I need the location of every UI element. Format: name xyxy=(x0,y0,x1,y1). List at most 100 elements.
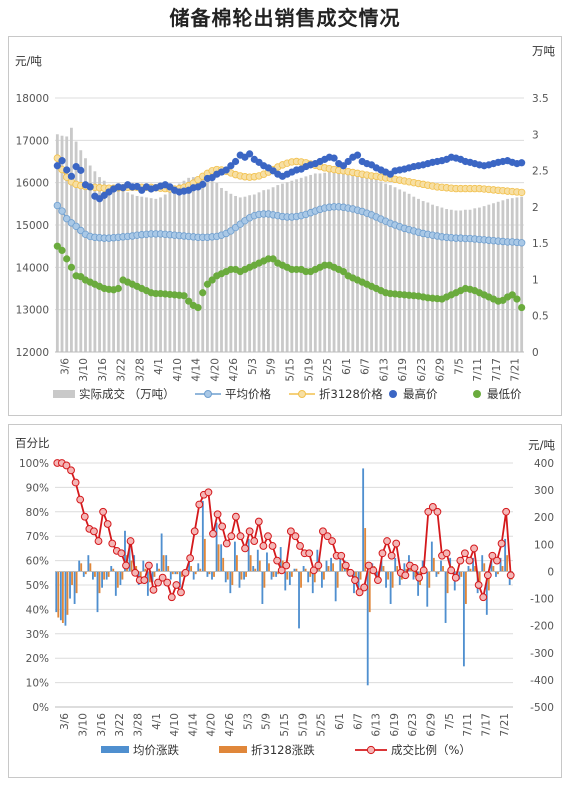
volume-bar xyxy=(313,173,317,352)
right-tick-label: 1 xyxy=(532,274,539,286)
p3128-change-bar xyxy=(465,571,467,604)
ratio-point xyxy=(369,566,378,575)
x-tick-label: 6/13 xyxy=(371,713,383,737)
volume-bar xyxy=(304,176,308,352)
p3128-change-bar xyxy=(89,563,92,572)
legend-label: 折3128价格 xyxy=(319,387,383,401)
ratio-point xyxy=(428,503,437,511)
legend-swatch-volume xyxy=(53,390,75,398)
ratio-point xyxy=(277,566,286,575)
volume-bar xyxy=(145,197,148,352)
ratio-point xyxy=(305,549,314,558)
volume-bar xyxy=(271,187,275,352)
avg-change-bar xyxy=(481,555,484,572)
ratio-point xyxy=(364,561,373,570)
p3128-change-bar xyxy=(304,568,307,572)
ratio-point xyxy=(273,556,282,565)
volume-bar xyxy=(252,194,256,352)
volume-bar xyxy=(79,150,83,352)
ratio-point xyxy=(62,461,71,470)
volume-bar xyxy=(459,210,463,352)
x-tick-label: 6/13 xyxy=(378,358,390,382)
low-price-point xyxy=(58,246,66,254)
left-tick-label: 13000 xyxy=(16,305,49,317)
p3128-change-bar xyxy=(501,566,504,572)
volume-bar xyxy=(318,173,322,352)
right-axis-unit: 元/吨 xyxy=(528,438,555,452)
avg-change-bar xyxy=(224,571,227,583)
high-price-point xyxy=(63,166,71,174)
high-price-point xyxy=(231,157,240,166)
legend-swatch-avg-marker xyxy=(204,390,212,398)
legend-swatch-low xyxy=(473,390,481,398)
avg-change-bar xyxy=(435,571,438,577)
volume-bar xyxy=(351,172,355,352)
p3128-change-bar xyxy=(208,571,211,575)
volume-bar xyxy=(159,197,162,352)
volume-bar xyxy=(182,180,186,352)
ratio-point xyxy=(461,549,469,558)
ratio-point xyxy=(158,573,167,582)
avg-change-bar xyxy=(325,560,328,572)
x-tick-label: 4/10 xyxy=(169,713,181,737)
p3128-change-bar xyxy=(497,571,499,575)
p3128-change-bar xyxy=(432,557,435,572)
x-tick-label: 4/14 xyxy=(191,358,203,382)
p3128-change-bar xyxy=(277,571,280,575)
avg-change-bar xyxy=(412,571,415,580)
p3128-change-bar xyxy=(437,571,440,575)
ratio-point xyxy=(259,542,268,550)
volume-bar xyxy=(342,171,345,352)
volume-bar xyxy=(299,177,303,352)
low-price-point xyxy=(508,291,516,299)
avg-price-point xyxy=(53,201,62,210)
p3128-change-bar xyxy=(332,563,335,572)
p3128-change-bar xyxy=(190,566,193,572)
low-price-point xyxy=(203,280,212,288)
volume-bar xyxy=(346,171,350,352)
p3128-change-bar xyxy=(396,566,399,572)
ratio-point xyxy=(236,532,245,541)
avg-change-bar xyxy=(211,571,213,580)
ratio-point xyxy=(319,527,327,536)
ratio-point xyxy=(131,568,140,577)
volume-bar xyxy=(201,176,205,352)
ratio-point xyxy=(172,581,181,589)
ratio-change-chart: 0% 10% 20% 30% 40% 50% 60% 70% 80% 90% 100% -500 -40… xyxy=(15,436,555,757)
avg-change-bar xyxy=(426,571,429,607)
avg-change-bar xyxy=(160,533,163,572)
avg-change-bar xyxy=(389,571,392,604)
left-tick-label: 70% xyxy=(26,531,49,543)
avg-change-bar xyxy=(220,544,223,572)
avg-change-bar xyxy=(192,571,195,580)
x-tick-label: 5/25 xyxy=(316,713,328,737)
volume-bar xyxy=(177,183,181,352)
p3128-change-bar xyxy=(94,571,96,577)
avg-price-point xyxy=(58,207,66,215)
avg-change-bar xyxy=(124,530,126,572)
left-tick-label: 100% xyxy=(19,458,49,470)
x-tick-label: 6/7 xyxy=(352,713,364,730)
low-price-point xyxy=(194,303,202,312)
avg-change-bar xyxy=(169,571,172,580)
avg-change-bar xyxy=(243,571,245,580)
volume-bar xyxy=(248,195,252,352)
x-tick-label: 7/5 xyxy=(453,358,465,375)
avg-price-point xyxy=(517,239,526,247)
ratio-point xyxy=(433,507,442,516)
p3128-change-bar xyxy=(112,568,115,572)
volume-bar xyxy=(421,201,425,352)
p3128-change-bar xyxy=(66,571,69,615)
ratio-point xyxy=(90,527,98,536)
p3128-change-bar xyxy=(268,563,270,572)
ratio-point xyxy=(195,500,204,509)
avg-change-bar xyxy=(421,560,424,572)
volume-bar xyxy=(412,196,416,352)
avg-change-bar xyxy=(179,571,181,588)
right-axis-unit: 万吨 xyxy=(532,44,555,58)
ratio-point xyxy=(163,578,172,587)
ratio-point xyxy=(144,561,153,570)
p3128-change-bar xyxy=(162,555,165,572)
avg-change-bar xyxy=(156,563,158,572)
right-tick-label: 0 xyxy=(532,347,539,359)
